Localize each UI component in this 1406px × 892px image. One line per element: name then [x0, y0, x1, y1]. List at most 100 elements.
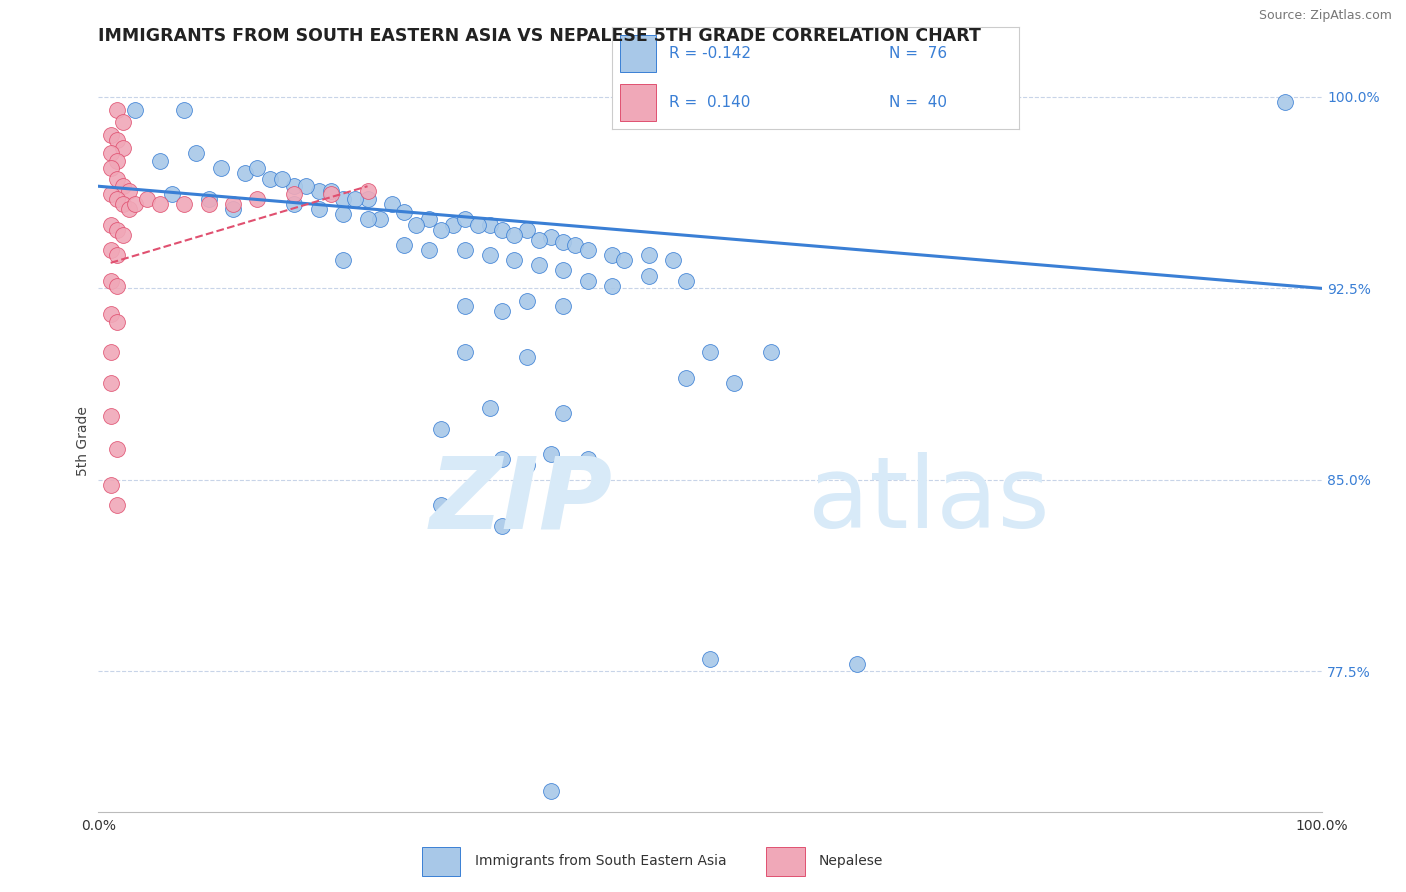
Point	[491, 304, 513, 318]
Point	[515, 458, 537, 472]
Point	[100, 345, 122, 359]
Point	[222, 202, 245, 217]
Point	[332, 253, 354, 268]
Point	[118, 202, 141, 217]
Text: Nepalese: Nepalese	[818, 854, 883, 868]
Point	[553, 263, 575, 277]
Point	[332, 207, 354, 221]
Point	[527, 233, 550, 247]
Point	[209, 161, 232, 176]
Point	[105, 248, 128, 262]
Point	[319, 185, 342, 199]
Y-axis label: 5th Grade: 5th Grade	[76, 407, 90, 476]
Point	[356, 212, 378, 227]
Point	[405, 218, 427, 232]
FancyBboxPatch shape	[620, 35, 657, 72]
Text: N =  40: N = 40	[889, 95, 946, 111]
Point	[111, 227, 134, 242]
Point	[430, 222, 453, 236]
Text: atlas: atlas	[808, 452, 1049, 549]
Point	[540, 230, 562, 244]
Point	[699, 651, 721, 665]
Point	[105, 171, 128, 186]
Point	[503, 253, 526, 268]
Point	[576, 243, 599, 257]
Point	[478, 401, 501, 416]
Point	[576, 452, 599, 467]
Point	[503, 227, 526, 242]
Point	[222, 197, 245, 211]
FancyBboxPatch shape	[766, 847, 804, 876]
Point	[478, 248, 501, 262]
Point	[723, 376, 745, 390]
Text: ZIP: ZIP	[429, 452, 612, 549]
Point	[308, 202, 330, 217]
Point	[111, 115, 134, 129]
Point	[845, 657, 868, 671]
Point	[186, 146, 208, 161]
Point	[454, 345, 477, 359]
Point	[491, 222, 513, 236]
Point	[699, 345, 721, 359]
Point	[105, 314, 128, 328]
Point	[515, 294, 537, 309]
Point	[467, 218, 489, 232]
Point	[100, 186, 122, 201]
Point	[246, 161, 269, 176]
Point	[1274, 95, 1296, 109]
Point	[356, 185, 378, 199]
Point	[136, 192, 159, 206]
Point	[319, 186, 342, 201]
Point	[515, 351, 537, 365]
Point	[124, 103, 146, 117]
Point	[392, 238, 416, 252]
Point	[418, 243, 440, 257]
Text: IMMIGRANTS FROM SOUTH EASTERN ASIA VS NEPALESE 5TH GRADE CORRELATION CHART: IMMIGRANTS FROM SOUTH EASTERN ASIA VS NE…	[98, 27, 981, 45]
Point	[149, 153, 172, 168]
Point	[920, 108, 942, 122]
Point	[418, 212, 440, 227]
Point	[515, 222, 537, 236]
Point	[233, 166, 256, 180]
Point	[111, 179, 134, 194]
Point	[259, 171, 281, 186]
Point	[761, 345, 783, 359]
Point	[392, 204, 416, 219]
Point	[344, 192, 367, 206]
Text: Source: ZipAtlas.com: Source: ZipAtlas.com	[1258, 9, 1392, 22]
Point	[118, 185, 141, 199]
Point	[454, 243, 477, 257]
Point	[332, 192, 354, 206]
Point	[491, 518, 513, 533]
Point	[675, 370, 697, 384]
Point	[430, 499, 453, 513]
Point	[100, 409, 122, 423]
Point	[283, 179, 305, 194]
Point	[105, 153, 128, 168]
Point	[105, 442, 128, 457]
Point	[105, 192, 128, 206]
Point	[441, 218, 464, 232]
Point	[600, 248, 623, 262]
Point	[540, 447, 562, 461]
Point	[100, 218, 122, 232]
Point	[149, 197, 172, 211]
Point	[197, 192, 219, 206]
Point	[100, 146, 122, 161]
Text: N =  76: N = 76	[889, 45, 948, 61]
Point	[613, 253, 636, 268]
Point	[675, 274, 697, 288]
Point	[540, 784, 562, 798]
Point	[111, 197, 134, 211]
Point	[160, 186, 183, 201]
Point	[600, 278, 623, 293]
Point	[368, 212, 391, 227]
Point	[553, 299, 575, 313]
Point	[100, 376, 122, 390]
Point	[100, 128, 122, 143]
Point	[821, 103, 844, 117]
Point	[662, 253, 685, 268]
Point	[124, 197, 146, 211]
Point	[246, 192, 269, 206]
FancyBboxPatch shape	[422, 847, 461, 876]
